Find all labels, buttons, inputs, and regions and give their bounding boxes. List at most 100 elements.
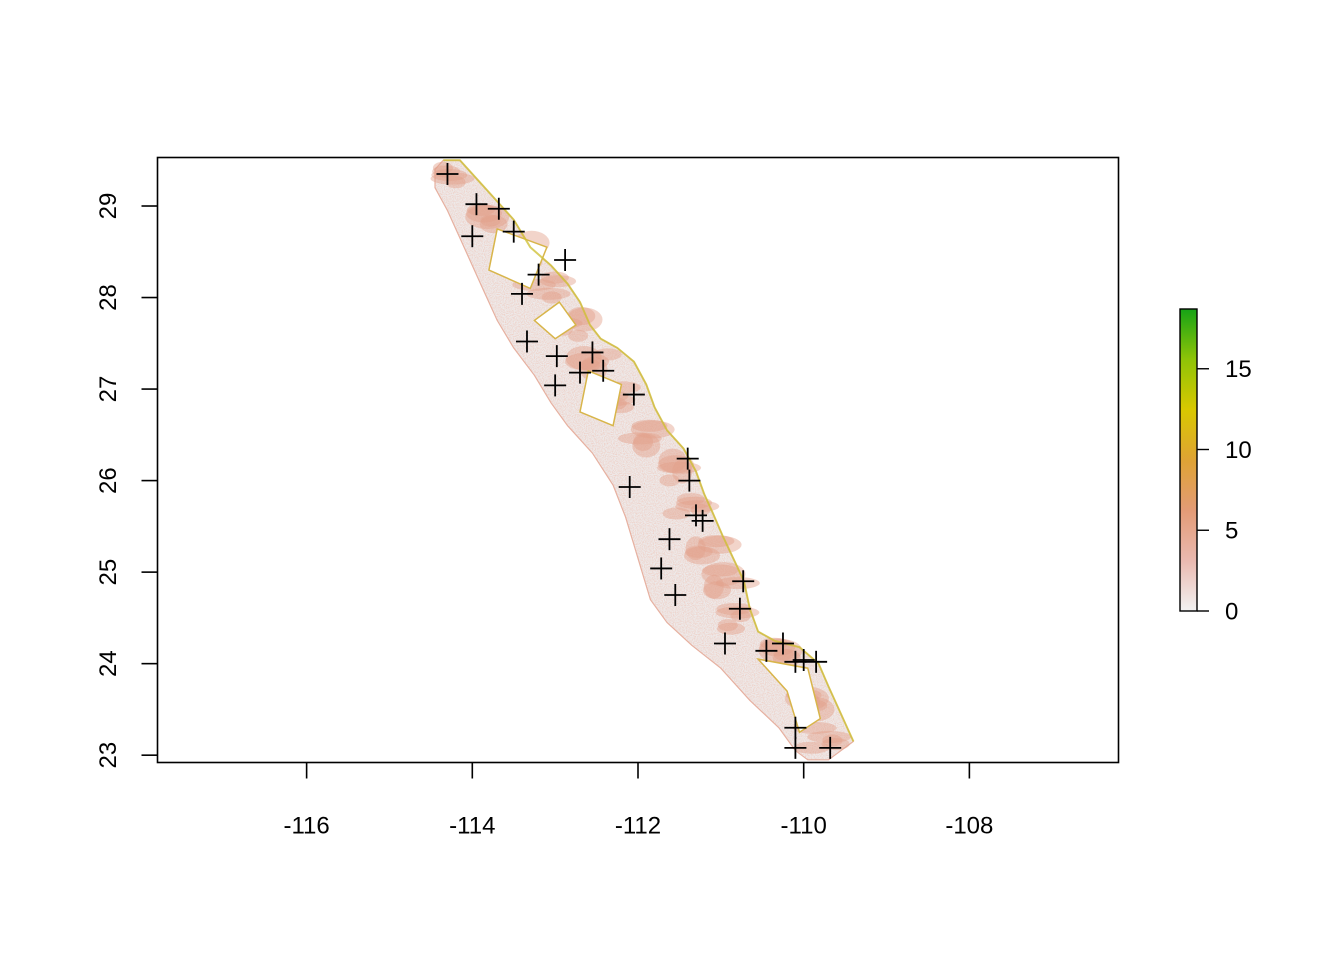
highland-patch [565,352,609,371]
sample-point [545,345,568,368]
highland-patch [657,455,694,474]
highland-patch [703,581,731,600]
raster-gap [488,227,548,290]
sample-point [511,282,534,305]
y-tick-label: 24 [95,650,122,677]
legend-tick-label: 0 [1225,598,1238,625]
highland-patch [431,169,468,181]
x-tick-label: -112 [615,813,661,840]
sample-point [755,639,778,662]
legend-tick-label: 10 [1225,437,1252,464]
highland-patch [676,496,713,509]
highland-patch [717,622,745,635]
y-tick-label: 28 [95,284,122,311]
highland-patch [633,433,654,451]
highland-patch [631,419,668,432]
legend-tick-label: 15 [1225,356,1252,383]
highland-patch [697,535,742,554]
highland-patch [430,172,475,185]
sample-point [502,220,525,243]
color-legend: 0 5 10 15 [1179,308,1252,625]
highland-patch [480,214,501,227]
highland-patch [684,546,720,565]
sample-point [554,249,577,272]
highland-patch [579,356,608,381]
sample-point [650,557,673,580]
highland-patch [479,215,508,234]
y-tick-label: 27 [95,376,122,403]
coastline-high [443,159,855,742]
sample-point [461,225,484,248]
sample-point [784,736,807,759]
highland-patch [541,291,562,304]
raster-gap [579,369,623,427]
sample-point [622,383,645,406]
sample-point [658,528,681,551]
sample-point [819,736,842,759]
highland-patch [701,562,746,587]
y-axis: 23 24 25 26 27 28 29 [95,193,158,769]
highland-patch [466,203,495,216]
sample-points [436,162,842,759]
highland-patch [526,287,571,300]
highland-patch [593,348,622,361]
highland-patch [568,329,589,342]
legend-tick-label: 5 [1225,518,1238,545]
highland-patch [658,448,687,473]
sample-point [436,162,459,185]
sample-point [771,632,794,655]
sample-point [592,359,615,382]
sample-point [515,330,538,353]
sample-point [676,447,699,470]
highland-patch [793,741,830,754]
y-tick-label: 25 [95,559,122,586]
x-tick-label: -108 [945,813,993,840]
highland-patch [580,359,601,372]
highland-patch [717,619,738,632]
x-tick-label: -110 [781,813,827,840]
sample-point [784,650,807,673]
raster-gap [756,657,822,734]
sample-point [487,197,510,220]
sample-point [728,597,751,620]
highland-patch [659,474,680,487]
x-axis: -116 -114 -112 -110 -108 [283,762,993,840]
sample-point [732,570,755,593]
raster-gap [533,301,577,340]
highland-patch [690,503,711,516]
highland-patch [715,577,760,590]
sample-point [465,193,488,216]
highland-patch [685,536,706,561]
sample-point [569,361,592,384]
raster-gaps [488,227,822,734]
highland-patch [632,433,661,458]
highland-patch [630,420,675,439]
sample-point [678,469,701,492]
highland-patch [703,574,724,599]
sample-point [664,584,687,607]
y-tick-label: 23 [95,742,122,769]
highland-patch [702,564,739,577]
highland-patch [676,493,705,506]
sample-point [581,341,604,364]
highland-patch [445,176,466,189]
highland-patch [822,734,843,747]
sample-point [713,632,736,655]
highland-patch [698,535,735,548]
highland-patch [617,432,662,445]
coastal-high-values [443,159,855,742]
sample-point [805,650,828,673]
highland-patch [684,545,713,558]
y-tick-label: 29 [95,193,122,220]
highland-patch [662,507,691,520]
sample-point [527,263,550,286]
y-tick-label: 26 [95,467,122,494]
x-tick-label: -114 [449,813,495,840]
sample-point [792,648,815,671]
sample-point [544,374,567,397]
sample-point [618,476,641,499]
highland-patch [807,730,852,743]
x-tick-label: -116 [283,813,329,840]
sample-point [784,716,807,739]
